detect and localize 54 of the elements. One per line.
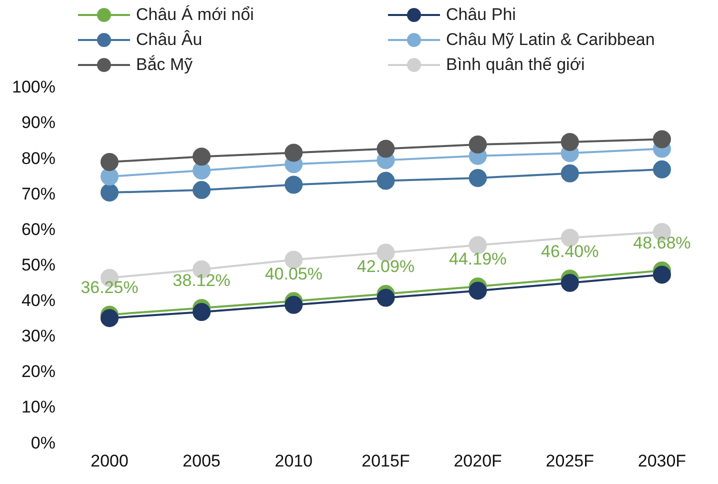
y-tick-label: 40% xyxy=(21,291,56,310)
x-tick-label: 2010 xyxy=(274,451,313,470)
y-tick-label: 20% xyxy=(21,362,56,382)
point xyxy=(468,282,487,300)
y-tick-label: 100% xyxy=(12,78,56,97)
x-tick-label: 2020F xyxy=(454,451,502,470)
point xyxy=(468,136,487,154)
data-label: 44.19% xyxy=(448,250,507,269)
x-tick-label: 2005 xyxy=(182,451,221,470)
point xyxy=(284,296,303,314)
legend-label: Châu Âu xyxy=(136,30,202,50)
point xyxy=(284,144,303,162)
point xyxy=(284,250,303,269)
point xyxy=(100,309,119,328)
point xyxy=(284,176,303,194)
legend-label: Châu Mỹ Latin & Caribbean xyxy=(446,30,655,50)
point xyxy=(100,184,119,202)
point xyxy=(192,181,211,200)
data-label: 42.09% xyxy=(356,257,415,276)
point xyxy=(100,168,119,186)
point xyxy=(192,148,211,166)
x-tick-label: 2030F xyxy=(638,451,686,470)
x-tick-label: 2000 xyxy=(90,451,128,470)
legend-label: Châu Phi xyxy=(446,5,516,25)
point xyxy=(376,140,395,158)
y-tick-label: 10% xyxy=(21,398,56,417)
data-label: 46.40% xyxy=(541,242,599,261)
data-label: 48.68% xyxy=(633,234,691,253)
y-tick-label: 90% xyxy=(21,113,56,132)
point xyxy=(652,160,671,178)
y-tick-label: 70% xyxy=(21,184,56,204)
point xyxy=(468,168,487,187)
point xyxy=(560,133,579,152)
point xyxy=(652,130,671,148)
legend-label: Châu Á mới nổi xyxy=(136,5,254,25)
legend-label: Bình quân thế giới xyxy=(446,55,585,75)
data-label: 36.25% xyxy=(80,278,138,297)
x-tick-label: 2025F xyxy=(546,451,594,470)
data-label: 38.12% xyxy=(172,271,230,290)
point xyxy=(376,288,395,307)
y-tick-label: 0% xyxy=(30,433,56,452)
point xyxy=(192,303,211,322)
point xyxy=(560,274,579,292)
point xyxy=(100,152,119,171)
y-tick-label: 50% xyxy=(21,255,56,274)
x-tick-label: 2015F xyxy=(362,451,410,470)
point xyxy=(560,164,579,182)
y-tick-label: 60% xyxy=(21,220,56,239)
data-label: 40.05% xyxy=(264,264,322,284)
y-tick-label: 80% xyxy=(21,148,56,168)
legend-label: Bắc Mỹ xyxy=(136,55,193,75)
y-tick-label: 30% xyxy=(21,326,56,346)
point xyxy=(376,172,395,190)
point xyxy=(652,266,671,284)
